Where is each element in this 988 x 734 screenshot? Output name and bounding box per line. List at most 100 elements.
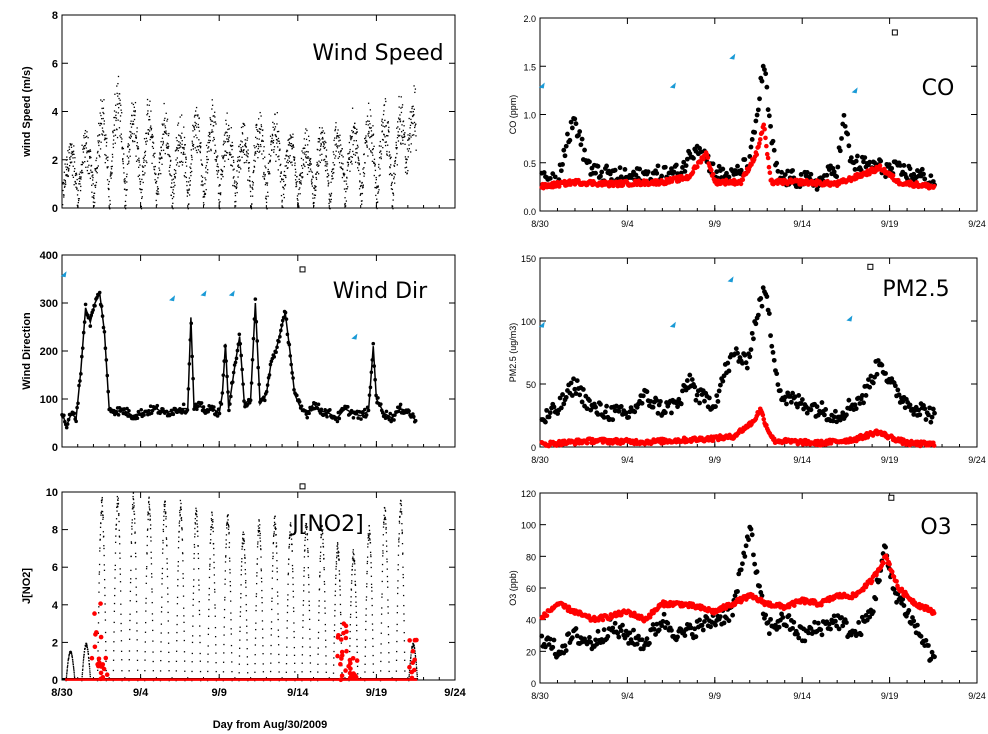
data-point <box>245 610 248 612</box>
data-point <box>299 404 304 408</box>
data-point <box>334 603 336 606</box>
data-point <box>284 158 286 160</box>
data-point <box>267 171 269 173</box>
data-point <box>381 570 384 573</box>
data-point <box>867 384 873 390</box>
data-point <box>162 530 165 533</box>
data-point <box>654 398 660 403</box>
data-point <box>239 143 241 146</box>
data-point <box>271 577 274 579</box>
data-point <box>176 146 178 149</box>
data-point <box>99 550 101 552</box>
data-point <box>112 659 115 661</box>
data-point <box>323 583 326 585</box>
data-point <box>238 171 240 173</box>
data-point <box>377 192 379 194</box>
data-point <box>601 415 607 420</box>
data-point <box>204 177 206 179</box>
data-point <box>387 121 389 123</box>
data-point <box>331 170 333 173</box>
data-point <box>749 330 755 336</box>
data-point <box>370 555 372 558</box>
data-point <box>225 539 227 541</box>
data-point <box>173 181 175 184</box>
series-0 <box>539 285 937 425</box>
data-point <box>241 133 244 135</box>
data-point <box>132 495 134 498</box>
data-point <box>681 159 687 165</box>
data-point <box>290 136 292 139</box>
data-point <box>211 99 213 101</box>
data-point <box>396 640 398 643</box>
data-point <box>350 655 356 661</box>
data-point <box>214 604 216 606</box>
data-point <box>347 163 350 166</box>
data-point <box>190 149 192 151</box>
data-point <box>211 131 213 133</box>
data-point <box>360 184 362 187</box>
data-point <box>125 208 127 210</box>
data-point <box>352 563 354 565</box>
data-point <box>290 371 294 375</box>
data-point <box>261 628 264 630</box>
data-point <box>68 146 70 148</box>
data-point <box>335 561 337 563</box>
data-point <box>622 166 628 172</box>
data-point <box>245 150 248 153</box>
data-point <box>266 208 268 210</box>
data-point <box>872 160 877 166</box>
data-point <box>226 521 228 523</box>
data-point <box>212 519 214 521</box>
data-point <box>237 332 242 337</box>
data-point <box>175 149 177 151</box>
data-point <box>241 149 243 152</box>
data-point <box>255 622 257 624</box>
data-point <box>319 571 321 573</box>
data-point <box>164 131 166 133</box>
data-point <box>363 167 365 169</box>
data-point <box>372 133 375 135</box>
data-point <box>301 646 304 648</box>
data-point <box>341 621 347 627</box>
data-point <box>369 533 371 535</box>
data-point <box>260 548 262 550</box>
data-point <box>371 134 373 136</box>
data-point <box>120 109 122 111</box>
data-point <box>236 160 239 163</box>
data-point <box>139 164 141 166</box>
data-point <box>333 624 336 626</box>
data-point <box>584 406 590 412</box>
data-point <box>335 137 338 139</box>
data-point <box>248 161 251 164</box>
data-point <box>163 515 165 517</box>
data-point <box>132 123 134 125</box>
data-point <box>352 131 354 134</box>
data-point <box>103 545 105 547</box>
data-point <box>246 137 249 139</box>
data-point <box>305 128 307 130</box>
data-point <box>241 141 243 143</box>
data-point <box>194 124 197 127</box>
data-point <box>240 592 242 595</box>
data-point <box>260 568 262 570</box>
data-point <box>193 579 195 581</box>
data-point <box>337 552 339 554</box>
data-point <box>275 527 277 530</box>
data-point <box>359 194 361 196</box>
data-point <box>404 132 406 134</box>
data-point <box>385 100 387 103</box>
data-point <box>124 200 127 203</box>
data-point <box>105 134 107 136</box>
data-point <box>131 140 134 142</box>
data-point <box>331 178 333 180</box>
data-point <box>166 133 168 135</box>
data-point <box>63 186 66 188</box>
data-point <box>123 172 125 174</box>
data-point <box>183 651 186 653</box>
data-point <box>367 534 370 537</box>
data-point <box>215 123 217 125</box>
data-point <box>319 139 321 141</box>
data-point <box>134 111 136 113</box>
data-point <box>396 409 401 414</box>
data-point <box>395 670 398 672</box>
